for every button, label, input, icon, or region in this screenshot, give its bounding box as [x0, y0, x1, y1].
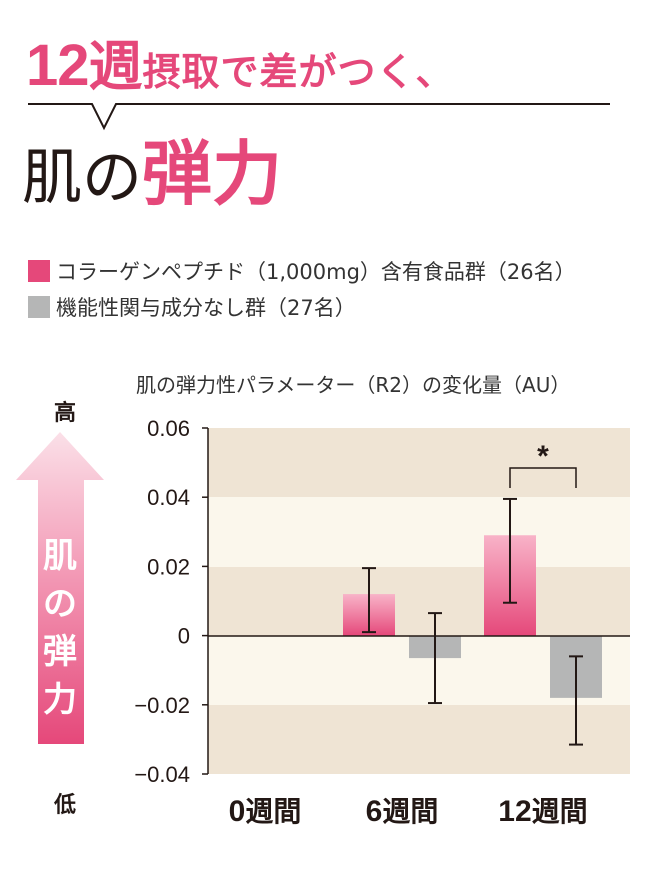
axis-arrow-high: 高: [54, 401, 77, 426]
significance-mark: *: [537, 440, 549, 473]
x-category-label: 12週間: [498, 795, 587, 828]
x-category-label: 6週間: [366, 795, 439, 828]
main-title: 肌の弾力: [22, 118, 282, 219]
chart-title: 肌の弾力性パラメーター（R2）の変化量（AU）: [136, 373, 571, 397]
headline-week: 週: [88, 35, 143, 98]
y-axis-arrow: [16, 432, 104, 744]
significance-bracket-line: [509, 467, 577, 488]
significance-bracket: *: [509, 440, 577, 488]
legend-item-collagen: コラーゲンペプチド（1,000mg）含有食品群（26名）: [28, 256, 576, 286]
legend-label-placebo: 機能性関与成分なし群（27名）: [56, 296, 356, 320]
x-category-label: 0週間: [229, 795, 302, 828]
headline-number: 12: [26, 33, 90, 98]
y-tick-label: −0.04: [134, 762, 190, 787]
headline-rest: 摂取で差がつく、: [142, 50, 455, 94]
axis-arrow-low: 低: [54, 793, 77, 818]
axis-arrow-char: の: [43, 584, 77, 624]
plot-bands: [208, 428, 630, 774]
y-tick-label: 0: [178, 624, 190, 649]
legend-label-collagen: コラーゲンペプチド（1,000mg）含有食品群（26名）: [56, 260, 576, 284]
axis-arrow-char: 肌: [43, 536, 77, 576]
y-tick-label: 0.02: [147, 554, 190, 579]
main-title-part2: 弾力: [142, 132, 282, 215]
axis-arrow-label: 肌 の 弾 力: [38, 532, 82, 724]
y-axis-ticks: 0.06 0.04 0.02 0 −0.02 −0.04: [134, 416, 208, 787]
y-tick-label: 0.04: [147, 485, 190, 510]
error-bars: [362, 497, 583, 746]
x-axis-categories: 0週間 6週間 12週間: [229, 795, 588, 828]
headline: 12週摂取で差がつく、: [26, 22, 626, 98]
y-tick-label: 0.06: [147, 416, 190, 441]
axis-arrow-char: 弾: [43, 632, 77, 672]
legend-swatch-gray: [28, 296, 50, 318]
y-tick-label: −0.02: [134, 693, 190, 718]
legend-item-placebo: 機能性関与成分なし群（27名）: [28, 292, 356, 322]
axis-arrow-char: 力: [43, 680, 77, 720]
legend-swatch-pink: [28, 260, 50, 282]
main-title-part1: 肌の: [22, 143, 142, 213]
